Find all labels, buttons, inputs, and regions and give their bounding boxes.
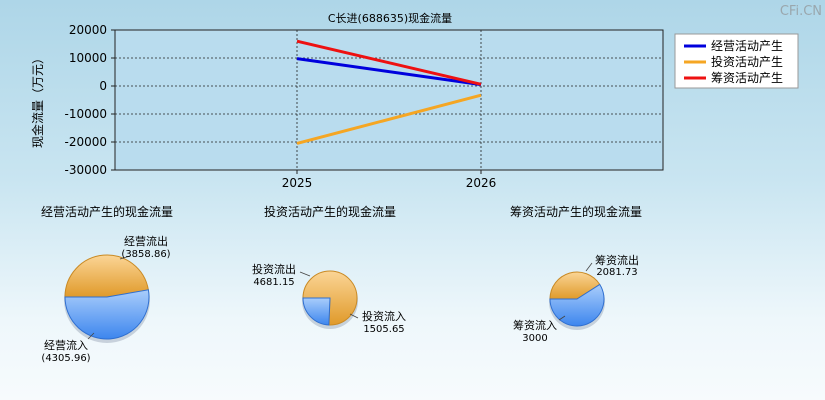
y-axis-label: 现金流量（万元） — [30, 52, 45, 148]
pie-slice-value: 3000 — [522, 333, 547, 344]
y-tick-label: -10000 — [64, 107, 107, 121]
pie-slice-label: 筹资流出 — [595, 253, 639, 267]
x-tick-label: 2026 — [466, 176, 497, 190]
pie-leader-line — [349, 313, 359, 319]
watermark: CFi.CN — [780, 4, 822, 19]
y-axis-ticks: 20000 10000 0 -10000 -20000 -30000 — [64, 23, 115, 177]
legend-label: 经营活动产生 — [711, 39, 783, 53]
pie-slice-label: 筹资流入 — [513, 318, 557, 332]
pie-leader-line — [558, 315, 566, 321]
pie-leader-line — [119, 255, 131, 260]
y-tick-label: -20000 — [64, 135, 107, 149]
series-line-1 — [296, 93, 482, 145]
pie3-title: 筹资活动产生的现金流量 — [510, 204, 642, 219]
legend-label: 投资活动产生 — [711, 54, 783, 69]
pie-slice-value: (3858.86) — [121, 249, 170, 260]
plot-area — [114, 29, 664, 171]
pie-slice-label: 经营流出 — [124, 234, 168, 248]
pie-slice-value: (4305.96) — [41, 353, 90, 364]
pie-slice-value: 4681.15 — [253, 277, 294, 288]
pie-slice-inflow — [302, 297, 331, 326]
legend-label: 筹资活动产生 — [711, 71, 783, 85]
x-axis-ticks: 2025 2026 — [282, 170, 497, 190]
y-tick-label: 0 — [99, 79, 107, 93]
y-tick-label: 20000 — [69, 23, 107, 37]
pie-slice-label: 投资流入 — [362, 309, 406, 323]
grid — [115, 30, 664, 170]
pie-slice-label: 投资流出 — [252, 262, 296, 276]
series-lines — [296, 39, 482, 145]
y-tick-label: -30000 — [64, 163, 107, 177]
pie2-title: 投资活动产生的现金流量 — [264, 204, 396, 219]
line-chart-title: C长进(688635)现金流量 — [328, 11, 452, 25]
pie-slice-value: 1505.65 — [363, 324, 404, 335]
x-tick-label: 2025 — [282, 176, 313, 190]
pie-slice-inflow — [64, 289, 150, 340]
y-tick-label: 10000 — [69, 51, 107, 65]
pie-slice-inflow — [549, 283, 605, 327]
pie-slice-label: 经营流入 — [44, 338, 88, 352]
pie-leader-line — [87, 332, 95, 340]
pie-slice-value: 2081.73 — [596, 267, 637, 278]
pie-charts: 经营流出(3858.86)经营流入(4305.96)投资流出4681.15投资流… — [41, 234, 639, 364]
pie-0: 经营流出(3858.86) 经营流入(4305.96) — [41, 234, 170, 364]
pie1-title: 经营活动产生的现金流量 — [41, 204, 173, 219]
pie-leader-line — [299, 271, 311, 277]
pie-slice-outflow — [64, 254, 149, 298]
series-line-0 — [296, 57, 482, 87]
pie-leader-line — [585, 262, 593, 272]
series-line-2 — [296, 39, 482, 86]
